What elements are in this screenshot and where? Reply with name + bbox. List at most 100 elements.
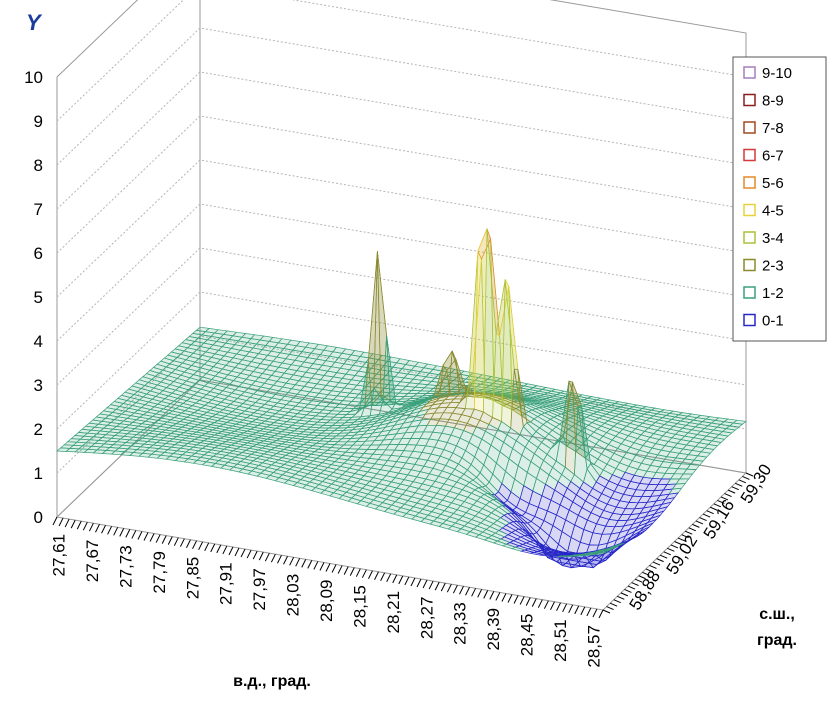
gridline <box>56 0 747 122</box>
x-tick-label: 28,45 <box>518 614 537 657</box>
x-minor-tick <box>283 556 288 565</box>
lat-minor-tick <box>699 517 707 521</box>
lat-minor-tick <box>624 588 632 593</box>
legend-swatch <box>743 176 756 189</box>
x-minor-tick <box>64 518 70 528</box>
x-minor-tick <box>562 603 568 613</box>
x-minor-tick <box>434 581 440 591</box>
x-tick-label: 28,27 <box>417 597 436 640</box>
x-minor-tick <box>270 553 276 563</box>
x-tick-label: 27,79 <box>150 551 169 594</box>
lat-minor-tick <box>710 506 718 511</box>
legend-label: 8-9 <box>762 93 784 110</box>
x-minor-tick <box>119 528 125 537</box>
x-minor-tick <box>301 559 307 568</box>
gridline <box>56 115 747 254</box>
y-tick-label: 7 <box>34 200 43 219</box>
lat-minor-tick <box>631 582 639 587</box>
x-minor-tick <box>228 546 234 556</box>
x-minor-tick <box>198 541 204 551</box>
x-minor-tick <box>580 606 586 616</box>
gridline <box>56 27 747 166</box>
lat-tick-label: 59,16 <box>700 496 739 542</box>
x-minor-tick <box>519 596 525 605</box>
x-minor-tick <box>398 575 404 585</box>
lat-minor-tick <box>738 479 747 484</box>
x-tick-label: 28,09 <box>317 580 336 623</box>
x-minor-tick <box>550 601 555 610</box>
x-minor-tick <box>264 552 270 562</box>
x-minor-tick <box>125 529 131 538</box>
lat-minor-tick <box>735 482 743 487</box>
y-tick-labels: 0 1 2 3 4 5 6 7 8 9 10 <box>24 68 43 527</box>
x-minor-tick <box>568 604 574 614</box>
lat-minor-tick <box>742 475 750 480</box>
legend-label: 4-5 <box>762 203 784 220</box>
x-minor-tick <box>113 527 119 536</box>
x-minor-tick <box>186 539 191 548</box>
lat-minor-tick <box>617 595 625 600</box>
legend-swatch <box>743 121 756 134</box>
x-minor-tick <box>410 577 416 587</box>
x-minor-tick <box>155 534 161 543</box>
y-tick-label: 6 <box>34 244 43 263</box>
x-tick-label: 27,91 <box>217 562 236 605</box>
legend-label: 0-1 <box>762 313 784 330</box>
x-minor-tick <box>101 525 106 534</box>
x-minor-tick <box>234 547 240 557</box>
y-tick-label: 10 <box>24 68 43 87</box>
x-minor-tick <box>192 540 197 549</box>
lat-minor-tick <box>613 599 621 604</box>
lat-minor-tick <box>724 493 732 498</box>
x-minor-tick <box>349 567 355 576</box>
x-tick-label: 28,33 <box>451 602 470 645</box>
x-minor-tick <box>459 586 464 595</box>
x-minor-tick <box>76 520 82 530</box>
x-minor-tick <box>107 526 113 535</box>
x-minor-tick <box>307 560 313 569</box>
x-minor-tick <box>295 558 301 567</box>
legend-label: 3-4 <box>762 230 784 247</box>
x-minor-tick <box>58 517 64 527</box>
lat-minor-tick <box>695 520 704 525</box>
x-minor-tick <box>374 571 379 580</box>
legend: 9-10 8-9 7-8 6-7 5-6 4-5 3-4 2-3 1-2 0-1 <box>732 56 827 342</box>
svg-text:с.ш.,: с.ш., <box>759 606 795 623</box>
lat-minor-tick <box>627 585 636 590</box>
x-minor-tick <box>531 598 537 607</box>
x-minor-tick <box>313 561 319 570</box>
y-tick-label: 2 <box>34 420 43 439</box>
x-minor-tick <box>131 530 137 539</box>
lat-minor-tick <box>713 503 722 508</box>
x-minor-tick <box>483 590 489 599</box>
x-minor-tick <box>337 565 343 574</box>
y-tick-label: 1 <box>34 464 43 483</box>
lat-tick-label: 59,30 <box>737 461 776 507</box>
x-minor-tick <box>355 568 361 577</box>
lat-minor-tick <box>688 527 696 532</box>
x-tick-label: 27,61 <box>50 534 69 577</box>
lat-minor-tick <box>642 571 650 576</box>
lat-minor-tick <box>602 609 611 614</box>
x-minor-tick <box>477 589 483 598</box>
legend-swatch <box>743 148 756 162</box>
lat-minor-tick <box>656 558 664 563</box>
gridline <box>56 203 747 342</box>
legend-label: 7-8 <box>762 120 784 137</box>
legend-swatch <box>743 286 756 299</box>
legend-swatch <box>743 258 756 272</box>
lat-minor-tick <box>606 606 614 611</box>
x-minor-tick <box>513 595 519 604</box>
lat-minor-tick <box>692 523 700 528</box>
x-tick-label: 28,21 <box>384 591 403 634</box>
lat-minor-tick <box>670 544 679 549</box>
x-minor-tick <box>440 582 446 592</box>
x-minor-tick <box>204 542 210 552</box>
x-minor-tick <box>452 584 458 594</box>
x-minor-tick <box>331 564 337 573</box>
x-tick-label: 27,73 <box>116 545 135 588</box>
x-tick-label: 28,39 <box>484 608 503 651</box>
lat-minor-tick <box>731 486 739 491</box>
lat-minor-tick <box>685 530 693 535</box>
x-minor-tick <box>216 544 222 554</box>
